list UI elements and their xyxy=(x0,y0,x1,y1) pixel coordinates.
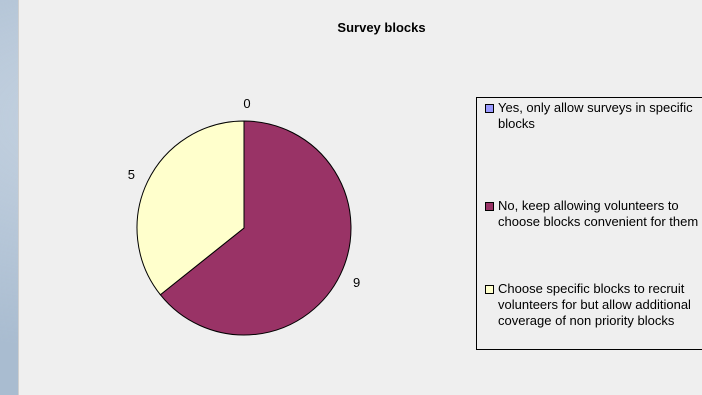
chart-title: Survey blocks xyxy=(337,20,426,35)
legend-swatch-no xyxy=(485,202,494,211)
data-label-choose: 5 xyxy=(128,167,135,182)
chart-area: Survey blocks 0 9 5 Yes, only allow survey… xyxy=(18,0,702,395)
pie-slice-choose xyxy=(136,120,245,296)
legend-swatch-choose xyxy=(485,285,494,294)
legend: Yes, only allow surveys in specific bloc… xyxy=(476,97,702,350)
pie-chart: 0 9 5 xyxy=(128,96,360,336)
legend-item-choose: Choose specific blocks to recruit volunt… xyxy=(485,281,702,329)
legend-item-yes: Yes, only allow surveys in specific bloc… xyxy=(485,100,702,132)
data-label-no: 9 xyxy=(353,275,360,290)
pie-slice-no xyxy=(159,120,352,336)
legend-label-choose: Choose specific blocks to recruit volunt… xyxy=(498,281,691,328)
legend-label-yes: Yes, only allow surveys in specific bloc… xyxy=(498,100,693,131)
legend-swatch-yes xyxy=(485,104,494,113)
legend-item-no: No, keep allowing volunteers to choose b… xyxy=(485,198,702,230)
legend-label-no: No, keep allowing volunteers to choose b… xyxy=(498,198,699,229)
data-label-yes: 0 xyxy=(243,96,250,111)
